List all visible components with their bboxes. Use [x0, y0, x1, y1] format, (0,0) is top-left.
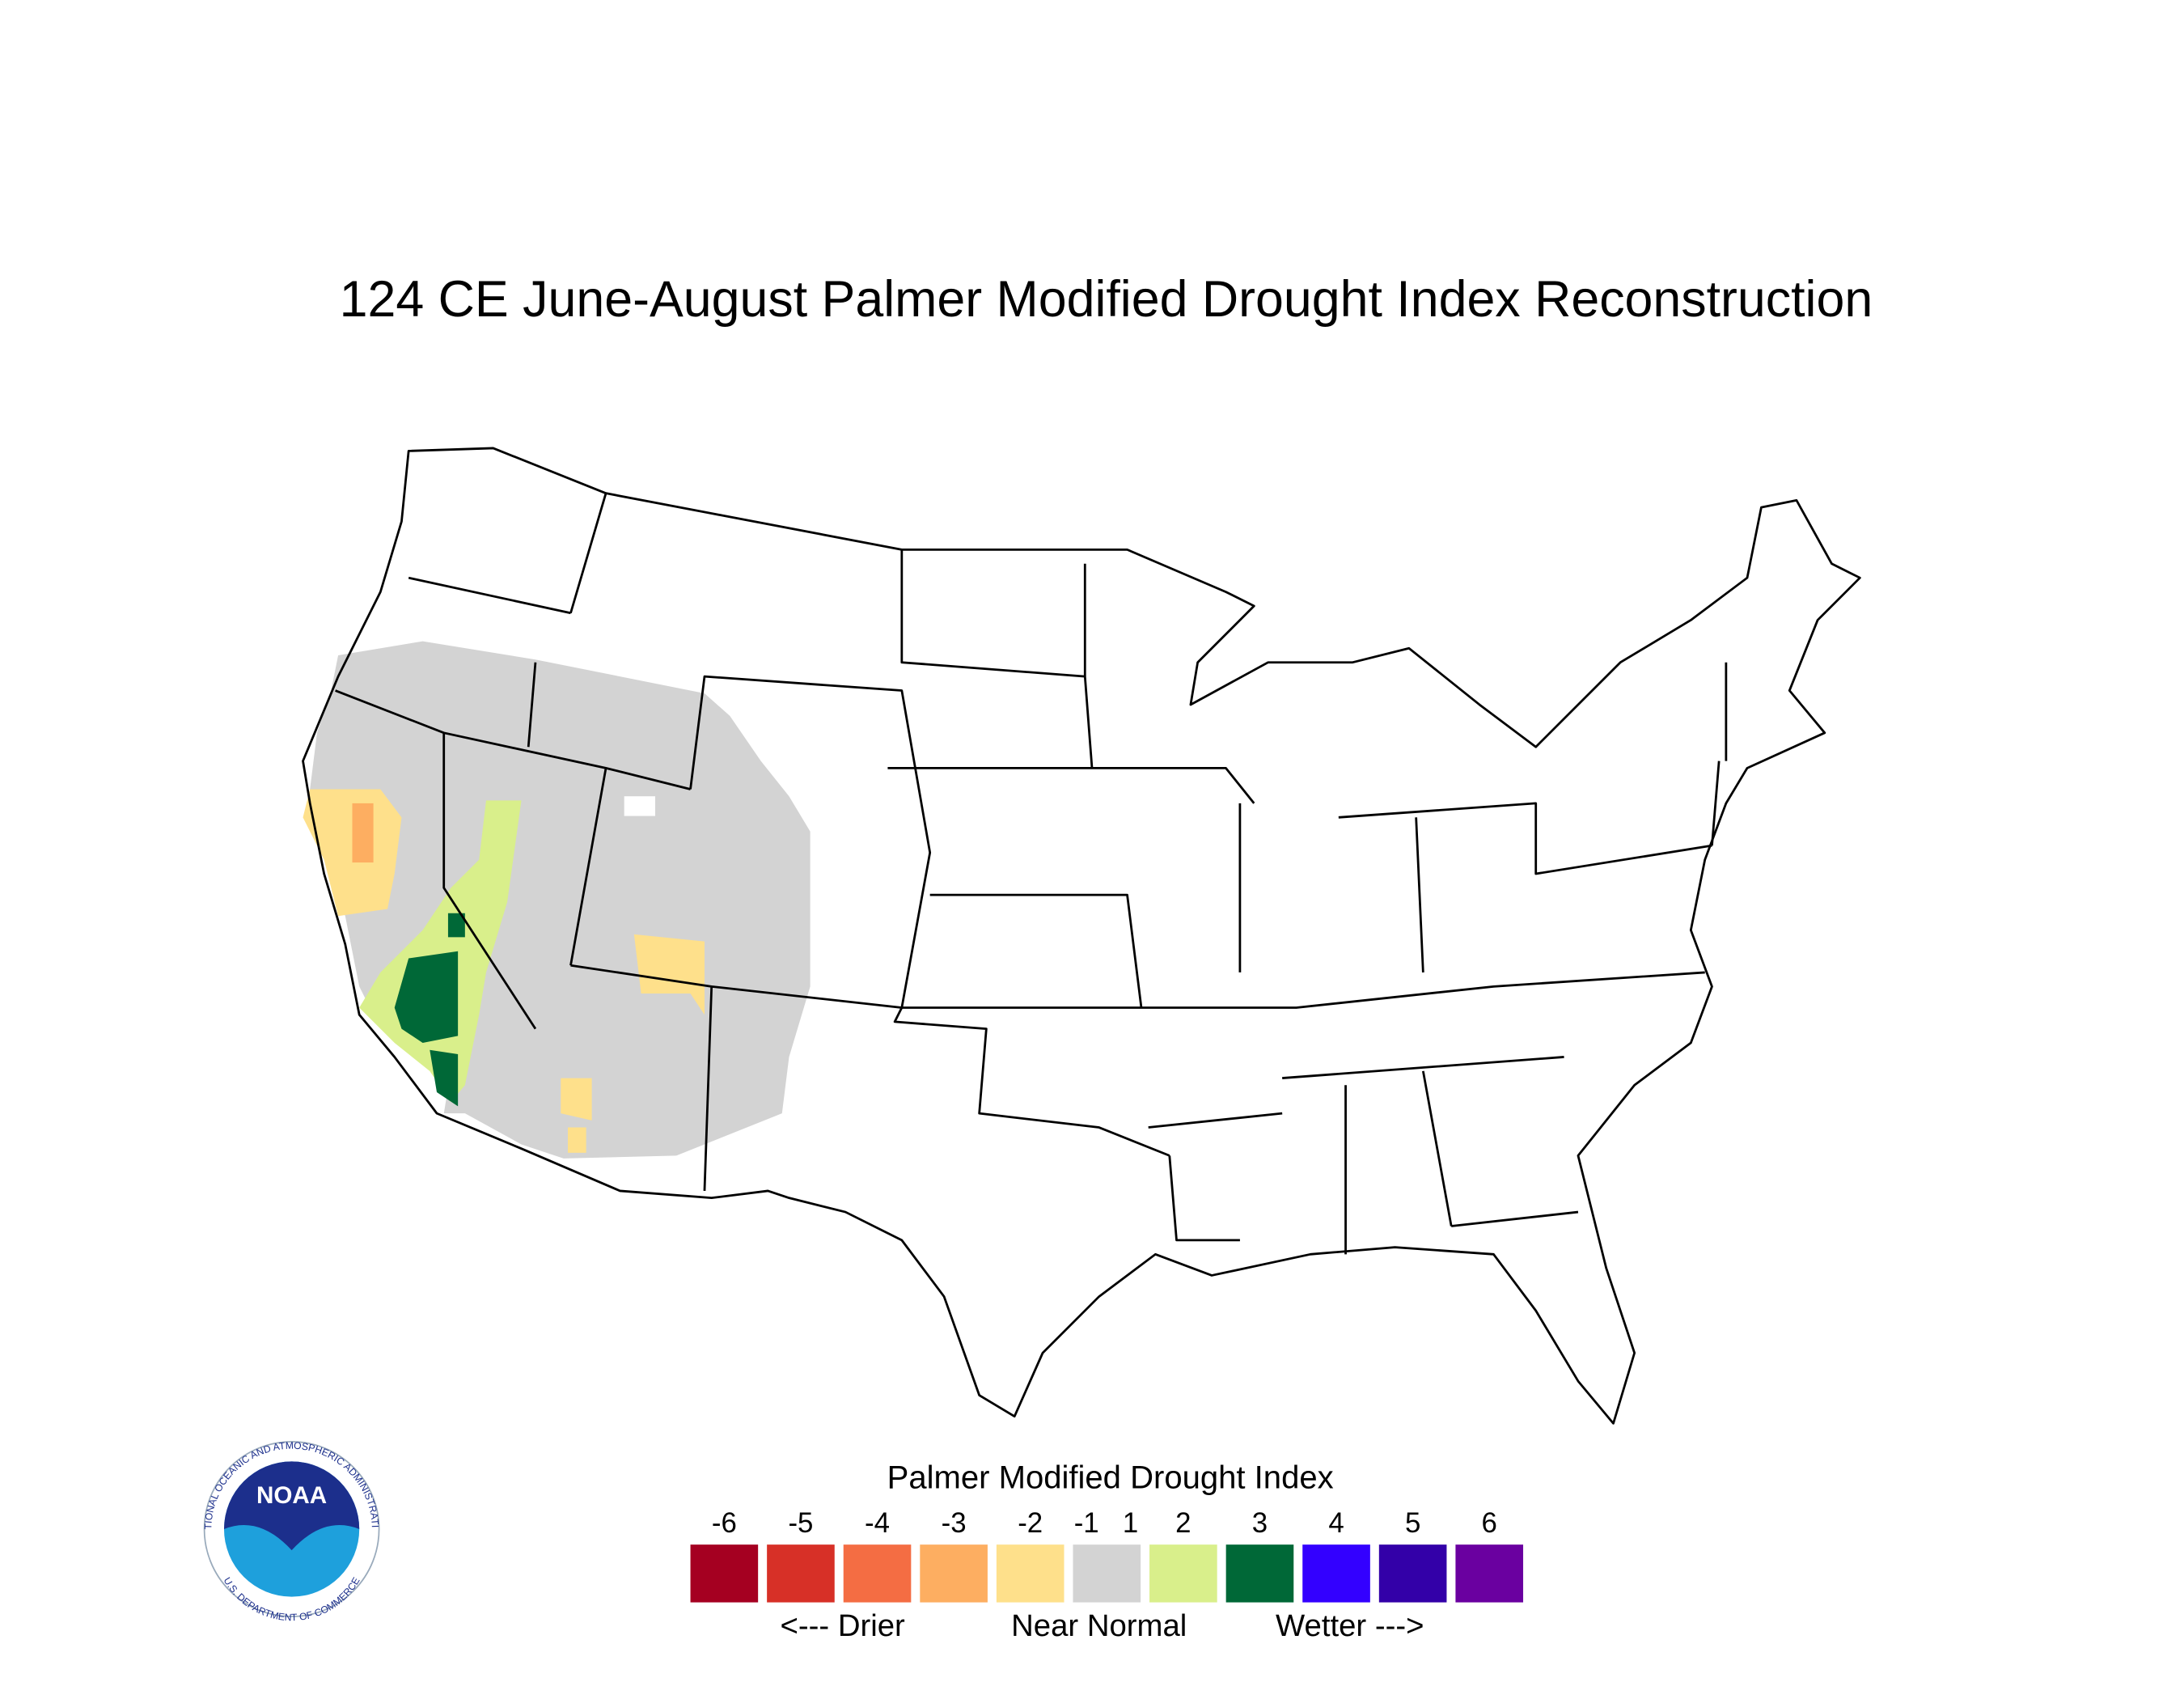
legend-tick-label: 5 — [1405, 1507, 1420, 1539]
legend-swatch — [1378, 1544, 1447, 1603]
legend: -6 -5 -4 -3 -2 -1 1 2 3 4 5 6 <--- Drier Near Normal W… — [690, 1507, 1524, 1643]
legend-swatch — [1073, 1544, 1141, 1603]
legend-tick-label: 6 — [1482, 1507, 1497, 1539]
legend-caption: <--- Drier — [781, 1608, 906, 1643]
legend-tick-label: 1 — [1123, 1507, 1138, 1539]
legend-swatch — [690, 1544, 759, 1603]
legend-tick-label: -6 — [712, 1507, 737, 1539]
legend-tick-label: -1 — [1074, 1507, 1099, 1539]
legend-swatch — [920, 1544, 988, 1603]
state-borders — [335, 493, 1728, 1255]
legend-tick-label: -5 — [788, 1507, 813, 1539]
legend-tick-label: 3 — [1252, 1507, 1268, 1539]
dry-region — [352, 803, 374, 863]
legend-swatch — [1455, 1544, 1524, 1603]
legend-tick-label: 2 — [1175, 1507, 1191, 1539]
legend-swatch — [843, 1544, 912, 1603]
legend-title: Palmer Modified Drought Index — [887, 1460, 1334, 1496]
very-wet-region — [394, 913, 465, 1107]
legend-swatch — [996, 1544, 1064, 1603]
logo-top — [223, 1461, 360, 1551]
legend-swatch — [1302, 1544, 1370, 1603]
title: 124 CE June-August Palmer Modified Droug… — [340, 271, 1873, 328]
map — [302, 447, 1861, 1425]
legend-swatch — [767, 1544, 835, 1603]
legend-tick-label: -3 — [942, 1507, 967, 1539]
legend-caption: Near Normal — [1011, 1608, 1187, 1643]
us-outline — [302, 447, 1861, 1425]
normal-gap — [624, 796, 656, 816]
legend-tick-label: 4 — [1328, 1507, 1344, 1539]
dry-region — [561, 934, 705, 1153]
legend-swatch — [1225, 1544, 1294, 1603]
legend-tick-label: -4 — [865, 1507, 890, 1539]
legend-tick-label: -2 — [1018, 1507, 1043, 1539]
wet-region — [359, 800, 522, 1103]
legend-swatch — [1149, 1544, 1217, 1603]
logo-name: NOAA — [256, 1482, 327, 1509]
legend-caption: Wetter ---> — [1276, 1608, 1424, 1643]
